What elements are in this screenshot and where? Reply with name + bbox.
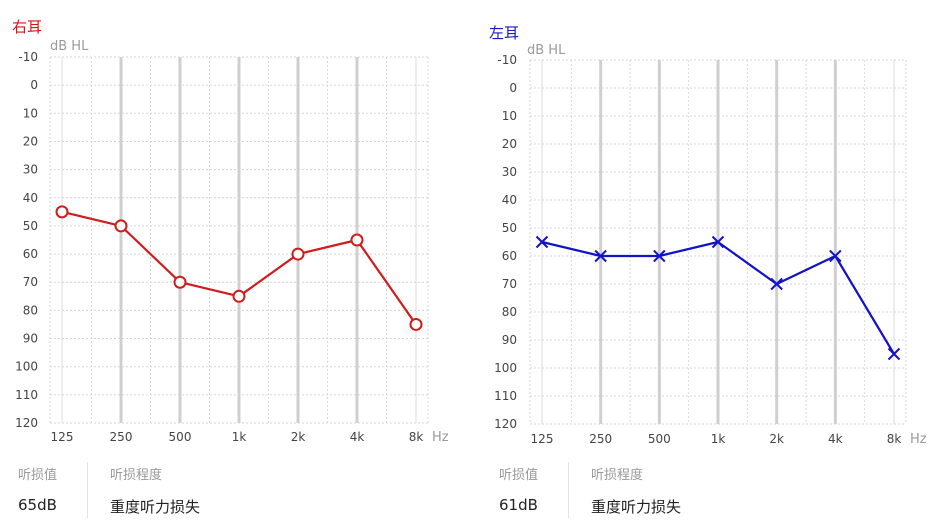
left-ytick-label: 120 xyxy=(494,417,517,431)
left-degree-value: 重度听力损失 xyxy=(591,498,682,516)
left-loss-value: 61dB xyxy=(499,496,538,514)
left-xtick-label: 4k xyxy=(828,432,843,446)
left-xtick-label: 2k xyxy=(769,432,784,446)
right-ytick-label: 110 xyxy=(15,388,38,402)
left-ear-title: 左耳 xyxy=(489,24,519,42)
left-xunit: Hz xyxy=(910,432,927,447)
right-ytick-label: 60 xyxy=(23,247,38,261)
left-ytick-label: 30 xyxy=(502,165,517,179)
right-ytick-label: 10 xyxy=(23,106,38,120)
left-ytick-label: 60 xyxy=(502,249,517,263)
right-loss-label: 听损值 xyxy=(18,468,58,483)
left-ytick-label: 70 xyxy=(502,277,517,291)
left-ytick-label: 110 xyxy=(494,389,517,403)
right-ytick-label: -10 xyxy=(18,50,38,64)
left-ytick-label: 80 xyxy=(502,305,517,319)
right-xtick-label: 125 xyxy=(51,430,74,444)
right-data-point xyxy=(232,289,246,303)
right-ytick-label: 100 xyxy=(15,360,38,374)
right-data-point xyxy=(173,275,187,289)
left-ytick-label: 20 xyxy=(502,137,517,151)
right-ear-title: 右耳 xyxy=(12,18,42,36)
right-ytick-label: 120 xyxy=(15,416,38,430)
right-ytick-label: 90 xyxy=(23,332,38,346)
right-data-point xyxy=(114,219,128,233)
left-xtick-label: 125 xyxy=(531,432,554,446)
right-xtick-label: 250 xyxy=(110,430,133,444)
left-ytick-label: 0 xyxy=(509,81,517,95)
right-data-point xyxy=(291,247,305,261)
left-xtick-label: 250 xyxy=(589,432,612,446)
right-xtick-label: 4k xyxy=(350,430,365,444)
left-xtick-label: 1k xyxy=(711,432,726,446)
left-data-point xyxy=(594,249,607,263)
right-degree-label: 听损程度 xyxy=(110,468,163,483)
left-data-point xyxy=(887,347,901,361)
left-data-point xyxy=(770,277,783,291)
right-ytick-label: 70 xyxy=(23,275,38,289)
right-ytick-label: 80 xyxy=(23,303,38,317)
left-data-point xyxy=(535,235,549,249)
left-ylabel: dB HL xyxy=(527,43,566,58)
left-summary-divider xyxy=(568,462,569,518)
right-xtick-label: 500 xyxy=(169,430,192,444)
right-ylabel: dB HL xyxy=(50,39,89,54)
left-ytick-label: 90 xyxy=(502,333,517,347)
right-xtick-label: 1k xyxy=(232,430,247,444)
right-data-point xyxy=(350,233,364,247)
right-degree-value: 重度听力损失 xyxy=(110,498,201,516)
left-ytick-label: -10 xyxy=(497,53,517,67)
left-ytick-label: 100 xyxy=(494,361,517,375)
left-ytick-label: 10 xyxy=(502,109,517,123)
left-xtick-label: 8k xyxy=(887,432,902,446)
right-summary-divider xyxy=(87,462,88,518)
left-ytick-label: 50 xyxy=(502,221,517,235)
right-xtick-label: 2k xyxy=(291,430,306,444)
right-ytick-label: 30 xyxy=(23,163,38,177)
right-xunit: Hz xyxy=(432,430,449,445)
left-data-point xyxy=(711,235,725,249)
right-ytick-label: 20 xyxy=(23,134,38,148)
right-loss-value: 65dB xyxy=(18,496,57,514)
right-ytick-label: 0 xyxy=(30,78,38,92)
right-xtick-label: 8k xyxy=(409,430,424,444)
right-data-point xyxy=(55,205,69,219)
left-loss-label: 听损值 xyxy=(499,468,539,483)
left-data-point xyxy=(653,249,666,263)
right-data-point xyxy=(409,317,423,331)
right-ytick-label: 50 xyxy=(23,219,38,233)
left-data-point xyxy=(829,249,842,263)
left-xtick-label: 500 xyxy=(648,432,671,446)
right-ytick-label: 40 xyxy=(23,191,38,205)
left-ear-summary: 听损值 61dB 听损程度 重度听力损失 xyxy=(499,460,919,520)
left-ytick-label: 40 xyxy=(502,193,517,207)
left-degree-label: 听损程度 xyxy=(591,468,644,483)
right-ear-summary: 听损值 65dB 听损程度 重度听力损失 xyxy=(18,460,438,520)
